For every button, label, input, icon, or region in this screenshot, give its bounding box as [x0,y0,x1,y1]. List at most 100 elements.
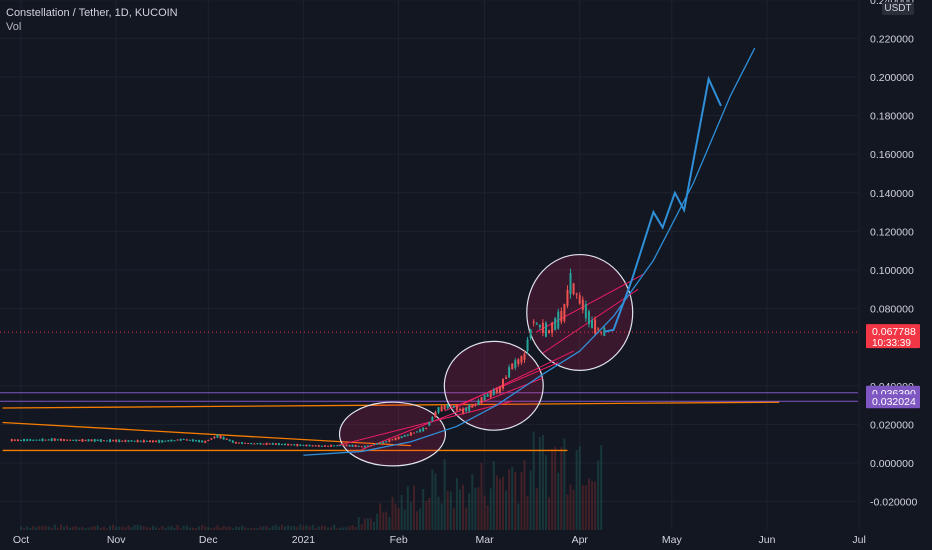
candle-body [320,445,323,447]
volume-bar [336,528,339,530]
volume-bar [529,470,532,530]
volume-bar [179,528,182,530]
candle-body [231,440,234,443]
volume-bar [314,528,317,530]
current-price-badge [866,324,920,349]
volume-bar [244,527,247,530]
volume-bar [185,525,188,530]
volume-bar [290,526,293,530]
candle-body [155,440,158,442]
candle-body [216,434,219,438]
volume-bar [425,500,428,530]
candle-body [241,442,244,444]
volume-bar [222,525,225,530]
volume-bar [78,527,81,530]
volume-bar [109,525,112,530]
candle-body [121,440,124,442]
candle-body [483,395,486,401]
candle-body [330,444,333,447]
candle-body [489,390,492,398]
volume-bar [434,473,437,530]
volume-bar [443,459,446,530]
volume-bar [428,497,431,530]
candle-body [566,290,569,306]
candle-body [431,417,434,422]
candle-body [382,441,385,444]
legend-symbol[interactable]: Constellation / Tether [6,7,109,19]
volume-bar [474,487,477,530]
candle-body [268,443,271,445]
volume-bar [373,521,376,530]
volume-bar [53,524,56,530]
volume-bar [584,485,587,530]
candle-body [145,440,148,442]
volume-bar [400,494,403,530]
volume-bar [231,528,234,530]
candle-body [403,435,406,437]
candle-body [198,440,201,443]
candle-body [345,444,348,447]
volume-bar [173,527,176,530]
candle-body [336,445,339,447]
candle-body [72,439,75,441]
candle-body [428,421,431,426]
candle-body [87,439,90,442]
candle-body [23,439,26,442]
volume-bar [327,527,329,530]
candle-body [495,389,498,394]
volume-bar [287,525,290,530]
candle-body [508,367,511,378]
candle-body [81,439,84,442]
y-tick-label: 0.140000 [870,188,914,200]
volume-bar [93,525,96,530]
legend-volume[interactable]: Vol [6,21,22,33]
volume-bar [20,526,22,530]
volume-bar [388,516,391,530]
legend-title-row: Constellation / Tether, 1D, KUCOIN [6,6,178,20]
y-tick-label: 0.200000 [870,72,914,84]
x-tick-label: Jul [852,534,865,546]
volume-bar [305,525,308,530]
volume-bar [501,476,504,530]
volume-bar [594,481,597,530]
candle-body [105,440,108,442]
candle-body [529,329,532,339]
x-tick-label: May [662,534,683,546]
candle-body [50,438,53,441]
candle-body [250,443,253,445]
y-axis: 0.2400000.2200000.2000000.1800000.160000… [870,0,917,509]
candle-body [259,443,262,445]
candle-body [412,432,415,434]
candle-body [342,444,345,446]
candle-body [587,311,590,324]
volume-bar [130,527,133,530]
volume-bar [422,488,425,530]
candle-body [164,440,167,442]
volume-bar [90,526,93,530]
volume-bar [557,472,560,530]
volume-bar [505,490,508,530]
volume-bar [369,518,372,530]
quote-currency-badge[interactable]: USDT [882,2,914,15]
y-tick-label: 0.120000 [870,226,914,238]
volume-bar [520,471,523,530]
candle-body [56,439,59,441]
volume-bars [20,431,603,530]
candle-body [594,319,597,334]
y-tick-label: 0.160000 [870,149,914,161]
volume-bar [342,527,345,530]
volume-bar [44,525,47,530]
volume-bar [554,446,557,530]
candle-body [185,439,188,441]
volume-bar [198,526,201,530]
candle-body [207,440,210,442]
candle-body [391,439,394,441]
candle-body [379,442,382,444]
candle-body [256,443,259,445]
candle-body [32,439,35,441]
y-tick-label: 0.220000 [870,33,914,45]
candle-body [213,436,216,439]
volume-bar [87,527,90,530]
candle-body [455,405,458,411]
